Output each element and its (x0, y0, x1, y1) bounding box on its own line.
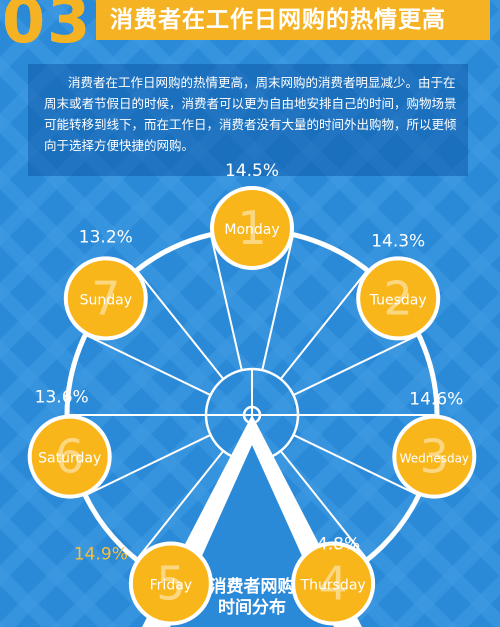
wheel-spoke (261, 234, 295, 371)
percent-label: 14.3% (371, 231, 425, 251)
gondola-day-label: Sunday (80, 292, 132, 308)
gondola-wednesday (392, 414, 477, 499)
gondola-day-label: Monday (224, 222, 279, 238)
gondola-saturday (27, 414, 112, 499)
wheel-spoke (279, 450, 369, 561)
wheel-spoke (209, 234, 243, 371)
wheel-spoke (135, 450, 225, 561)
intro-box (28, 64, 468, 176)
percent-label: 14.9% (74, 544, 128, 564)
gondola-number: 7 (91, 271, 120, 325)
gondola-monday (210, 186, 294, 270)
gondola-number: 3 (420, 430, 449, 484)
center-caption-line: 消费者网购 (210, 576, 295, 597)
gondola-tuesday (356, 256, 441, 341)
gondola-day-label: Wednesday (400, 452, 469, 466)
section-number: 03 (2, 0, 93, 57)
wheel-spoke (279, 269, 369, 380)
wheel-spoke (293, 333, 420, 396)
gondola-number: 1 (237, 201, 266, 255)
percent-label: 14.8% (306, 534, 360, 554)
wheel-spoke (84, 434, 211, 497)
gondola-number: 5 (156, 556, 185, 610)
percent-label: 13.2% (79, 227, 133, 247)
gondola-day-label: Tuesday (369, 292, 427, 308)
section-title: 消费者在工作日网购的热情更高 (96, 0, 490, 40)
percent-label: 14.5% (225, 161, 279, 181)
gondola-thursday (291, 541, 376, 626)
gondola-friday (128, 541, 213, 626)
center-caption-line: 时间分布 (218, 597, 286, 618)
gondola-number: 6 (55, 430, 84, 484)
wheel-spoke (293, 434, 420, 497)
gondola-number: 4 (318, 556, 347, 610)
gondola-day-label: Friday (150, 577, 192, 593)
intro-text: 消费者在工作日网购的热情更高，周末网购的消费者明显减少。由于在周末或者节假日的时… (44, 75, 457, 153)
percent-label: 13.6% (35, 388, 89, 408)
gondola-day-label: Thursday (300, 577, 366, 593)
wheel-spoke (135, 269, 225, 380)
gondola-number: 2 (384, 271, 413, 325)
gondola-sunday (63, 256, 148, 341)
wheel-spoke (84, 333, 211, 396)
gondola-day-label: Saturday (38, 451, 101, 467)
percent-label: 14.6% (409, 390, 463, 410)
